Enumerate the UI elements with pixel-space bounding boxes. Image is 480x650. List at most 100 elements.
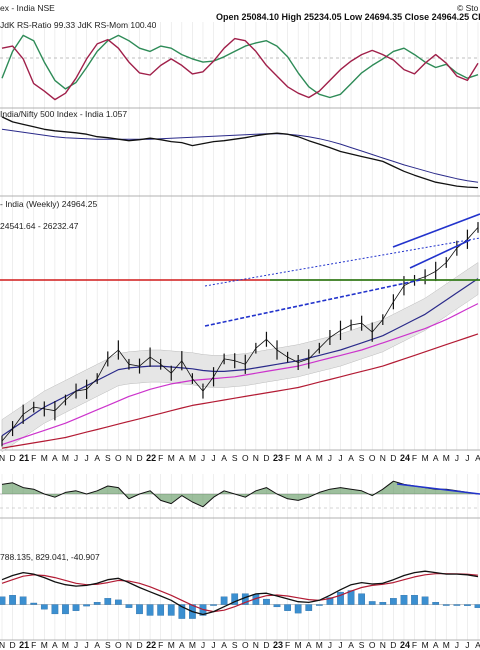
- trendline-dashed-lower: [204, 279, 421, 327]
- x-tick-label: A: [52, 640, 58, 650]
- x-tick-label: S: [105, 640, 111, 650]
- ma-fast-line: [1, 278, 479, 437]
- macd-histogram-bar: [167, 604, 175, 616]
- x-tick-label: F: [31, 453, 36, 463]
- x-tick-label: M: [422, 453, 429, 463]
- x-tick-label: F: [285, 640, 290, 650]
- x-tick-label: A: [94, 453, 100, 463]
- x-tick-label: F: [158, 640, 163, 650]
- macd-histogram-bar: [231, 593, 239, 605]
- x-tick-label: D: [10, 453, 16, 463]
- x-tick-label: J: [338, 640, 342, 650]
- rrg-panel-label: JdK RS-Ratio 99.33 JdK RS-Mom 100.40: [0, 20, 157, 30]
- macd-histogram-bar: [136, 604, 143, 615]
- macd-histogram-bar: [421, 596, 429, 605]
- ohlc-readout: Open 25084.10 High 25234.05 Low 24694.35…: [216, 12, 480, 22]
- x-tick-label: O: [369, 640, 376, 650]
- x-tick-label: 22: [146, 453, 156, 463]
- x-tick-label: S: [359, 453, 365, 463]
- x-tick-label: 21: [19, 640, 29, 650]
- x-tick-label: J: [465, 640, 469, 650]
- x-tick-label: O: [242, 453, 249, 463]
- x-tick-label: M: [62, 453, 69, 463]
- series-layer: [0, 34, 480, 619]
- symbol-label: ex - India NSE: [0, 3, 55, 13]
- trendline-dotted-upper: [204, 237, 480, 287]
- x-tick-label: M: [295, 453, 302, 463]
- macd-histogram-bar: [30, 602, 38, 605]
- x-tick-label: F: [285, 453, 290, 463]
- x-tick-label: A: [475, 640, 480, 650]
- x-tick-label: J: [455, 453, 459, 463]
- x-tick-label: O: [115, 640, 122, 650]
- rs-moving-average: [1, 128, 479, 183]
- x-tick-label: A: [221, 640, 227, 650]
- macd-histogram-bar: [93, 602, 101, 605]
- osc-area: [2, 481, 478, 507]
- macd-signal-line: [1, 573, 479, 613]
- rrg-ratio-line: [1, 34, 479, 99]
- macd-histogram-bar: [72, 604, 80, 611]
- x-tick-label: A: [52, 453, 58, 463]
- x-tick-label: M: [41, 453, 48, 463]
- x-tick-label: O: [242, 640, 249, 650]
- x-tick-label: A: [433, 453, 439, 463]
- x-tick-label: J: [74, 453, 78, 463]
- macd-histogram-bar: [284, 604, 291, 611]
- macd-histogram-bar: [411, 595, 418, 605]
- x-tick-label: 21: [19, 453, 29, 463]
- macd-histogram-bar: [104, 598, 112, 605]
- macd-histogram-bar: [464, 604, 471, 606]
- macd-line: [1, 570, 479, 616]
- x-tick-label: A: [433, 640, 439, 650]
- macd-histogram-bar: [273, 604, 281, 608]
- x-tick-label: N: [380, 640, 386, 650]
- x-tick-label: N: [0, 640, 5, 650]
- rs-panel-label: India/Nifty 500 Index - India 1.057: [0, 109, 127, 119]
- x-tick-label: D: [136, 453, 142, 463]
- x-tick-label: 23: [273, 640, 283, 650]
- x-tick-label: M: [168, 640, 175, 650]
- ma-mid-line: [1, 303, 479, 446]
- x-tick-label: F: [158, 453, 163, 463]
- x-tick-label: J: [338, 453, 342, 463]
- x-tick-label: J: [84, 640, 88, 650]
- macd-histogram-bar: [178, 604, 186, 619]
- macd-histogram-bar: [315, 604, 323, 606]
- osc-line: [1, 480, 479, 508]
- x-tick-label: N: [126, 640, 132, 650]
- macd-histogram-bar: [294, 604, 302, 614]
- x-tick-label: J: [455, 640, 459, 650]
- x-tick-label: J: [465, 453, 469, 463]
- macd-histogram-bar: [337, 591, 344, 605]
- macd-histogram-bar: [453, 604, 461, 606]
- macd-histogram-bar: [19, 596, 27, 605]
- macd-histogram-bar: [146, 604, 154, 616]
- panel-borders: [0, 107, 480, 641]
- channel-upper: [392, 213, 480, 248]
- x-tick-label: F: [412, 640, 417, 650]
- x-tick-label: M: [316, 640, 323, 650]
- osc-trendline: [396, 483, 480, 495]
- macd-histogram-bar: [263, 598, 270, 605]
- x-axis-lower: N D 21 F M A M J J A S O N D 22 F M A M J J A S O N D 23 F M A M J J A S O N…: [0, 640, 480, 650]
- macd-histogram-bar: [62, 604, 69, 615]
- x-tick-label: J: [201, 453, 205, 463]
- x-axis-upper: N D 21 F M A M J J A S O N D 22 F M A M J J A S O N D 23 F M A M J J A S O N…: [0, 453, 480, 463]
- macd-histogram-bar: [358, 593, 365, 605]
- x-tick-label: N: [253, 453, 259, 463]
- macd-histogram-bar: [115, 599, 122, 605]
- x-tick-label: J: [84, 453, 88, 463]
- macd-histogram-bar: [326, 597, 334, 605]
- macd-histogram-bar: [83, 604, 90, 607]
- x-tick-label: A: [94, 640, 100, 650]
- price-panel-label: - India (Weekly) 24964.25: [0, 199, 97, 209]
- macd-histogram-bar: [379, 602, 387, 605]
- x-tick-label: M: [443, 453, 450, 463]
- x-tick-label: S: [232, 640, 238, 650]
- x-tick-label: S: [232, 453, 238, 463]
- macd-histogram-bar: [51, 604, 59, 615]
- x-tick-label: M: [295, 640, 302, 650]
- macd-histogram-bar: [9, 595, 16, 605]
